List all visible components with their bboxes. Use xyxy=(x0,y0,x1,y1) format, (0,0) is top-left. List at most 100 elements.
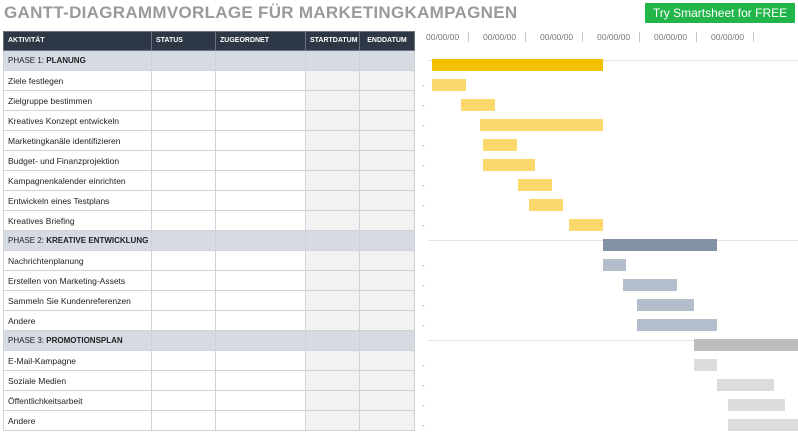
assigned-cell[interactable] xyxy=(215,130,306,151)
status-cell[interactable] xyxy=(151,70,216,91)
end-date-cell[interactable] xyxy=(359,270,415,291)
task-row[interactable]: Öffentlichkeitsarbeit xyxy=(3,390,415,411)
task-row[interactable]: Andere xyxy=(3,310,415,331)
status-cell[interactable] xyxy=(151,50,216,71)
activity-cell[interactable]: Marketingkanäle identifizieren xyxy=(3,130,152,151)
task-bar[interactable] xyxy=(622,279,678,291)
activity-cell[interactable]: Andere xyxy=(3,310,152,331)
status-cell[interactable] xyxy=(151,210,216,231)
phase-bar[interactable] xyxy=(432,59,603,71)
activity-cell[interactable]: Erstellen von Marketing-Assets xyxy=(3,270,152,291)
task-row[interactable]: Kreatives Konzept entwickeln xyxy=(3,110,415,131)
end-date-cell[interactable] xyxy=(359,150,415,171)
start-date-cell[interactable] xyxy=(305,190,360,211)
task-bar[interactable] xyxy=(483,139,518,151)
end-date-cell[interactable] xyxy=(359,170,415,191)
task-bar[interactable] xyxy=(694,359,717,371)
assigned-cell[interactable] xyxy=(215,170,306,191)
task-bar[interactable] xyxy=(728,419,798,431)
column-header-activity[interactable]: AKTIVITÄT xyxy=(3,31,152,51)
task-bar[interactable] xyxy=(637,319,717,331)
start-date-cell[interactable] xyxy=(305,210,360,231)
status-cell[interactable] xyxy=(151,330,216,351)
start-date-cell[interactable] xyxy=(305,50,360,71)
task-row[interactable]: Erstellen von Marketing-Assets xyxy=(3,270,415,291)
phase-title-cell[interactable]: PHASE 2: KREATIVE ENTWICKLUNG xyxy=(3,230,152,251)
task-row[interactable]: Sammeln Sie Kundenreferenzen xyxy=(3,290,415,311)
phase-row[interactable]: PHASE 3: PROMOTIONSPLAN xyxy=(3,330,415,351)
assigned-cell[interactable] xyxy=(215,90,306,111)
task-bar[interactable] xyxy=(717,379,774,391)
task-row[interactable]: Kampagnenkalender einrichten xyxy=(3,170,415,191)
start-date-cell[interactable] xyxy=(305,310,360,331)
start-date-cell[interactable] xyxy=(305,270,360,291)
phase-title-cell[interactable]: PHASE 3: PROMOTIONSPLAN xyxy=(3,330,152,351)
task-row[interactable]: Marketingkanäle identifizieren xyxy=(3,130,415,151)
task-row[interactable]: Ziele festlegen xyxy=(3,70,415,91)
column-header-assigned[interactable]: ZUGEORDNET xyxy=(215,31,306,51)
start-date-cell[interactable] xyxy=(305,410,360,431)
assigned-cell[interactable] xyxy=(215,290,306,311)
assigned-cell[interactable] xyxy=(215,70,306,91)
task-bar[interactable] xyxy=(728,399,786,411)
task-row[interactable]: Kreatives Briefing xyxy=(3,210,415,231)
status-cell[interactable] xyxy=(151,250,216,271)
status-cell[interactable] xyxy=(151,110,216,131)
end-date-cell[interactable] xyxy=(359,210,415,231)
activity-cell[interactable]: Ziele festlegen xyxy=(3,70,152,91)
assigned-cell[interactable] xyxy=(215,190,306,211)
task-row[interactable]: Andere xyxy=(3,410,415,431)
task-row[interactable]: Zielgruppe bestimmen xyxy=(3,90,415,111)
end-date-cell[interactable] xyxy=(359,230,415,251)
activity-cell[interactable]: Zielgruppe bestimmen xyxy=(3,90,152,111)
activity-cell[interactable]: Kreatives Konzept entwickeln xyxy=(3,110,152,131)
end-date-cell[interactable] xyxy=(359,350,415,371)
status-cell[interactable] xyxy=(151,410,216,431)
task-bar[interactable] xyxy=(480,119,603,131)
status-cell[interactable] xyxy=(151,190,216,211)
start-date-cell[interactable] xyxy=(305,290,360,311)
phase-row[interactable]: PHASE 1: PLANUNG xyxy=(3,50,415,71)
start-date-cell[interactable] xyxy=(305,110,360,131)
start-date-cell[interactable] xyxy=(305,350,360,371)
assigned-cell[interactable] xyxy=(215,270,306,291)
start-date-cell[interactable] xyxy=(305,370,360,391)
column-header-status[interactable]: STATUS xyxy=(151,31,216,51)
phase-bar[interactable] xyxy=(694,339,798,351)
activity-cell[interactable]: Budget- und Finanzprojektion xyxy=(3,150,152,171)
task-bar[interactable] xyxy=(517,179,552,191)
status-cell[interactable] xyxy=(151,230,216,251)
activity-cell[interactable]: Kampagnenkalender einrichten xyxy=(3,170,152,191)
end-date-cell[interactable] xyxy=(359,290,415,311)
activity-cell[interactable]: E-Mail-Kampagne xyxy=(3,350,152,371)
phase-bar[interactable] xyxy=(603,239,717,251)
status-cell[interactable] xyxy=(151,290,216,311)
start-date-cell[interactable] xyxy=(305,170,360,191)
task-bar[interactable] xyxy=(603,259,626,271)
end-date-cell[interactable] xyxy=(359,390,415,411)
start-date-cell[interactable] xyxy=(305,330,360,351)
activity-cell[interactable]: Öffentlichkeitsarbeit xyxy=(3,390,152,411)
task-bar[interactable] xyxy=(637,299,695,311)
status-cell[interactable] xyxy=(151,350,216,371)
assigned-cell[interactable] xyxy=(215,310,306,331)
try-smartsheet-button[interactable]: Try Smartsheet for FREE xyxy=(645,3,795,23)
assigned-cell[interactable] xyxy=(215,230,306,251)
status-cell[interactable] xyxy=(151,390,216,411)
end-date-cell[interactable] xyxy=(359,190,415,211)
end-date-cell[interactable] xyxy=(359,310,415,331)
end-date-cell[interactable] xyxy=(359,370,415,391)
assigned-cell[interactable] xyxy=(215,110,306,131)
task-row[interactable]: E-Mail-Kampagne xyxy=(3,350,415,371)
start-date-cell[interactable] xyxy=(305,230,360,251)
phase-title-cell[interactable]: PHASE 1: PLANUNG xyxy=(3,50,152,71)
assigned-cell[interactable] xyxy=(215,350,306,371)
start-date-cell[interactable] xyxy=(305,390,360,411)
status-cell[interactable] xyxy=(151,130,216,151)
task-row[interactable]: Entwickeln eines Testplans xyxy=(3,190,415,211)
activity-cell[interactable]: Sammeln Sie Kundenreferenzen xyxy=(3,290,152,311)
end-date-cell[interactable] xyxy=(359,250,415,271)
assigned-cell[interactable] xyxy=(215,50,306,71)
status-cell[interactable] xyxy=(151,90,216,111)
end-date-cell[interactable] xyxy=(359,130,415,151)
